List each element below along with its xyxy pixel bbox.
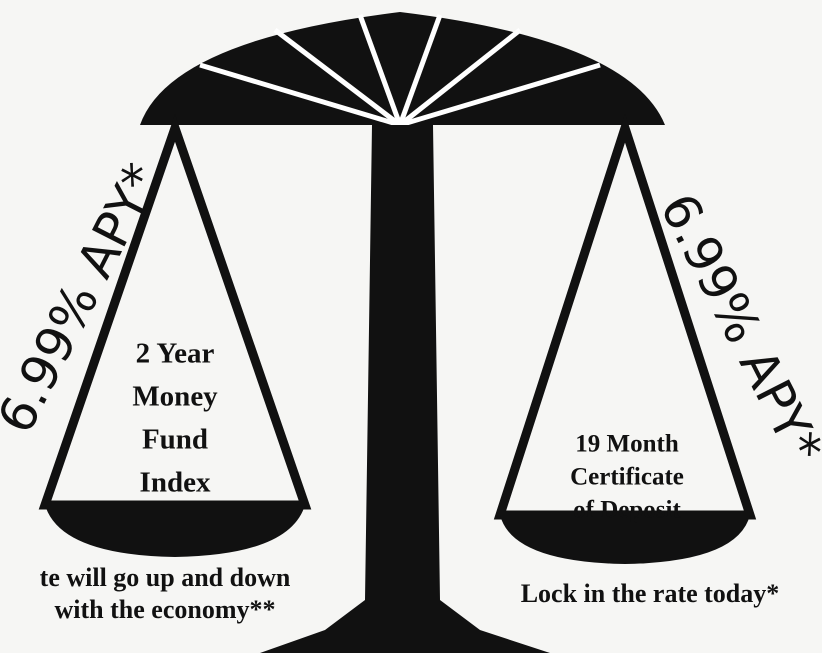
left-product: Fund xyxy=(142,424,208,456)
left-product: 2 Year xyxy=(136,338,215,370)
left-product: Index xyxy=(140,467,211,499)
right-product: 19 Month xyxy=(575,431,679,458)
scale-ad: 6.99% APY* 6.99% APY* 2 YearMoneyFundInd… xyxy=(0,0,822,653)
left-note: te will go up and down xyxy=(40,563,291,592)
right-product: Certificate xyxy=(570,464,684,491)
left-product: Money xyxy=(132,381,218,413)
right-product: of Deposit xyxy=(573,497,681,524)
right-note: Lock in the rate today* xyxy=(521,579,780,608)
left-note: with the economy** xyxy=(55,595,276,624)
